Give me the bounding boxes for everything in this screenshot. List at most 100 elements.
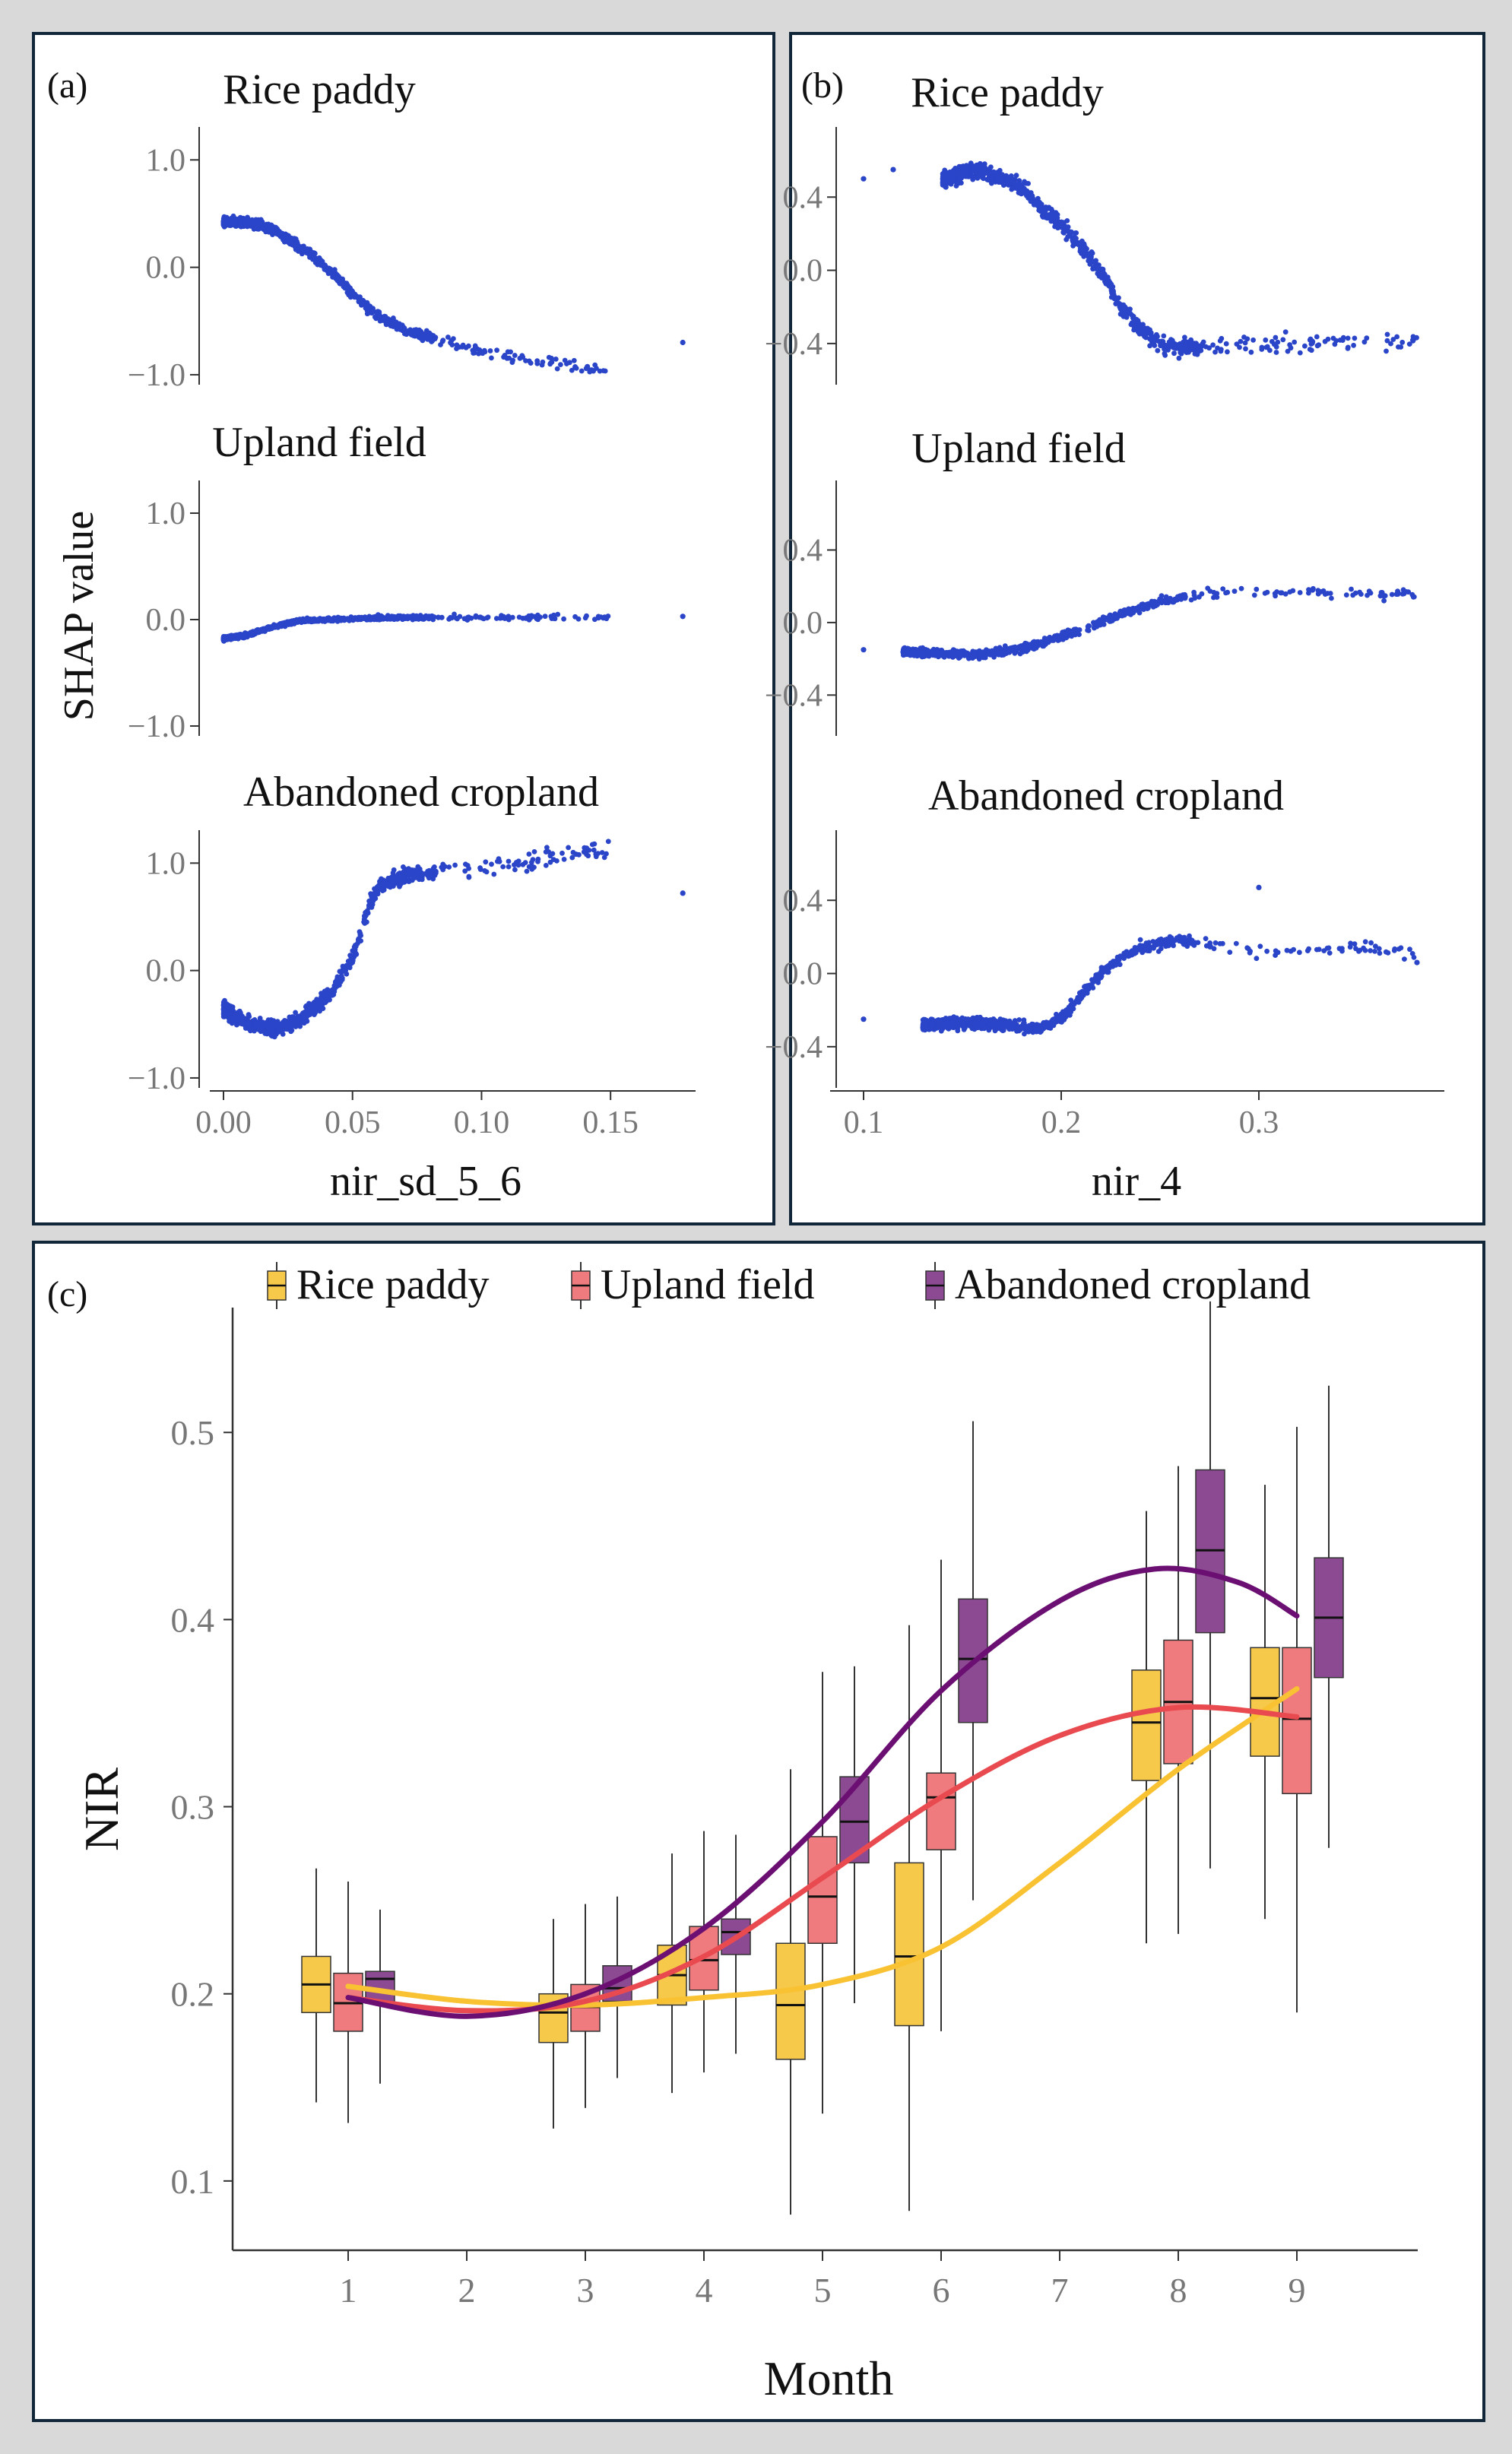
scatter-point <box>494 347 499 354</box>
scatter-point <box>1393 591 1399 598</box>
scatter-point <box>1073 230 1079 236</box>
scatter-point <box>1238 585 1244 591</box>
scatter-point <box>1238 338 1244 344</box>
scatter-point <box>1160 341 1166 347</box>
scatter-point <box>293 1010 298 1016</box>
y-tick-label: 1.0 <box>146 143 186 178</box>
scatter-point <box>420 338 426 344</box>
scatter-point <box>1010 645 1016 651</box>
scatter-point <box>911 649 917 655</box>
scatter-point <box>398 881 404 887</box>
y-tick-label: 0.4 <box>783 180 823 215</box>
scatter-point <box>1365 592 1370 598</box>
scatter-point <box>265 626 271 632</box>
scatter-point <box>1193 349 1199 354</box>
y-tick-label: 0.0 <box>146 954 186 989</box>
scatter-point <box>569 854 575 861</box>
scatter-point <box>1389 591 1395 598</box>
scatter-point <box>309 1002 315 1007</box>
scatter-point-outlier <box>680 339 686 346</box>
scatter-point <box>287 239 293 245</box>
scatter-point <box>380 616 385 621</box>
scatter-point <box>1267 347 1273 354</box>
scatter-point-outlier <box>890 166 896 173</box>
scatter-point <box>385 875 391 881</box>
scatter-point <box>1132 318 1137 324</box>
y-axis-label: SHAP value <box>55 511 103 721</box>
scatter-point <box>972 654 978 659</box>
scatter-point <box>1144 331 1149 337</box>
scatter-point <box>537 614 543 620</box>
scatter-point <box>1384 348 1389 354</box>
scatter-point <box>558 362 563 367</box>
scatter-point <box>1345 335 1351 341</box>
scatter-point <box>1410 334 1416 340</box>
scatter-point <box>1287 589 1293 594</box>
scatter-point <box>1016 189 1022 195</box>
scatter-point <box>598 614 604 620</box>
scatter-point <box>472 343 478 349</box>
scatter-point <box>999 172 1005 178</box>
scatter-point <box>331 989 338 994</box>
scatter-point <box>562 357 568 363</box>
scatter-point <box>578 368 585 374</box>
y-tick-label: 0.4 <box>783 533 823 568</box>
scatter-point <box>510 357 515 363</box>
scatter-point <box>233 224 239 229</box>
scatter-point <box>597 368 603 374</box>
scatter-point <box>1384 331 1390 338</box>
scatter-point <box>452 862 458 868</box>
scatter-point <box>293 617 300 623</box>
scatter-point <box>1038 201 1044 208</box>
scatter-point <box>1038 639 1044 645</box>
scatter-point <box>1061 220 1067 225</box>
scatter-point <box>1407 946 1412 953</box>
scatter-point <box>1120 309 1126 315</box>
scatter-point <box>1243 346 1248 352</box>
scatter-point <box>1176 355 1182 361</box>
scatter-point <box>531 849 537 854</box>
scatter-point <box>221 635 227 640</box>
scatter-point <box>1047 211 1053 217</box>
scatter-point <box>591 847 597 853</box>
scatter-point <box>1161 333 1167 339</box>
scatter-point <box>408 869 414 874</box>
scatter-point <box>385 317 391 323</box>
scatter-point <box>396 323 401 329</box>
scatter-point <box>1329 595 1334 601</box>
scatter-point <box>547 859 553 865</box>
scatter-point <box>1178 595 1184 601</box>
scatter-point <box>982 165 988 170</box>
scatter-point <box>506 864 512 870</box>
scatter-point <box>530 857 536 863</box>
scatter-point <box>401 327 407 333</box>
scatter-point <box>975 170 981 176</box>
scatter-point <box>1254 586 1260 592</box>
scatter-point <box>1211 589 1217 595</box>
scatter-point <box>477 865 483 871</box>
scatter-point <box>347 965 353 971</box>
scatter-point <box>439 614 445 620</box>
panel-a-label: (a) <box>47 65 87 106</box>
scatter-point <box>1148 330 1154 336</box>
scatter-point <box>1339 946 1345 951</box>
scatter-point <box>483 869 490 875</box>
scatter-point <box>284 1018 289 1024</box>
scatter-point <box>576 851 582 858</box>
x-axis-label: nir_4 <box>1092 1158 1181 1205</box>
scatter-point <box>220 222 227 227</box>
scatter-point <box>322 616 327 622</box>
scatter-point <box>396 614 402 620</box>
scatter-point <box>377 318 383 324</box>
scatter-point <box>1315 588 1321 594</box>
scatter-point <box>1060 230 1067 235</box>
scatter-point <box>1327 950 1333 956</box>
scatter-point <box>245 214 250 220</box>
scatter-point <box>262 1028 268 1034</box>
scatter-point <box>543 863 549 868</box>
scatter-point <box>972 649 978 655</box>
scatter-point <box>1191 592 1197 598</box>
scatter-point <box>932 650 938 656</box>
scatter-point <box>449 342 455 347</box>
scatter-point <box>1399 339 1406 345</box>
